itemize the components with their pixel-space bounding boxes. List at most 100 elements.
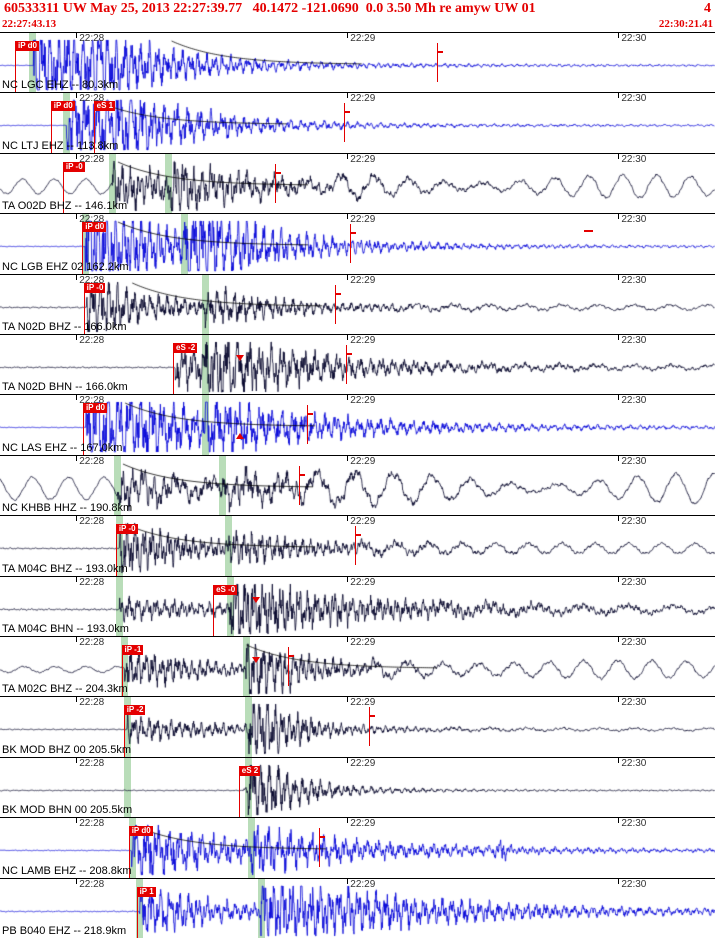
phase-pick-line[interactable] — [15, 41, 16, 93]
phase-pick-flag[interactable]: iP d0 — [83, 222, 107, 233]
phase-pick-line[interactable] — [128, 826, 130, 878]
phase-pick-flag[interactable]: iP -0 — [116, 524, 138, 535]
phase-pick-line[interactable] — [136, 886, 138, 938]
amplitude-pick-line[interactable] — [318, 828, 320, 868]
waveform-canvas[interactable] — [0, 878, 715, 938]
phase-pick-line[interactable] — [82, 222, 84, 274]
phase-pick-line[interactable] — [93, 101, 95, 153]
waveform-canvas[interactable] — [0, 395, 715, 455]
amplitude-pick-line[interactable] — [274, 163, 276, 203]
waveform-canvas[interactable] — [0, 637, 715, 697]
phase-pick-flag[interactable]: iP 1 — [137, 886, 156, 897]
waveform-canvas[interactable] — [0, 335, 715, 395]
amplitude-pick-line[interactable] — [343, 103, 345, 143]
amplitude-pick-line[interactable] — [346, 345, 348, 385]
phase-pick-line[interactable] — [50, 101, 52, 153]
amplitude-pick-cap — [346, 353, 353, 356]
phase-pick-flag[interactable]: iP -0 — [84, 282, 106, 293]
minute-tick — [347, 878, 349, 884]
station-label: NC LTJ EHZ -- 113.8km — [2, 139, 119, 152]
minute-label: 22:29 — [350, 757, 376, 769]
minute-tick — [76, 637, 78, 643]
phase-pick-flag[interactable]: iP -0 — [63, 161, 85, 172]
waveform-canvas[interactable] — [0, 576, 715, 636]
station-label: TA M04C BHZ -- 193.0km — [2, 562, 128, 575]
minute-tick — [618, 214, 620, 220]
trace-panel-3[interactable]: TA O02D BHZ -- 146.1km 22:28 22:29 22:30 iP… — [0, 153, 715, 215]
trace-panel-6[interactable]: TA N02D BHN -- 166.0km 22:28 22:29 22:30 eS… — [0, 335, 715, 396]
minute-label: 22:30 — [621, 697, 647, 709]
phase-pick-line[interactable] — [62, 161, 64, 214]
phase-pick-line[interactable] — [121, 645, 123, 697]
amplitude-pick-line[interactable] — [349, 224, 351, 264]
phase-pick-flag[interactable]: iP d0 — [16, 41, 39, 51]
waveform-canvas[interactable] — [0, 697, 715, 757]
amplitude-pick-line[interactable] — [288, 647, 290, 687]
minute-label: 22:30 — [621, 637, 647, 649]
trace-panel-15[interactable]: PB B040 EHZ -- 218.9km 22:28 22:29 22:30 iP… — [0, 878, 715, 938]
phase-pick-flag[interactable]: iP d0 — [129, 826, 153, 837]
phase-pick-flag[interactable]: iP -2 — [124, 705, 146, 716]
trace-panel-4[interactable]: NC LGB EHZ 02 162.2km 22:28 22:29 22:30 iP … — [0, 214, 715, 275]
amplitude-pick-line[interactable] — [368, 707, 370, 747]
phase-pick-flag[interactable]: eS -0 — [214, 584, 238, 595]
minute-label: 22:28 — [79, 757, 105, 769]
minute-label: 22:29 — [350, 455, 376, 467]
phase-pick-line[interactable] — [173, 343, 175, 395]
amplitude-pick-line[interactable] — [298, 465, 300, 505]
minute-tick — [618, 93, 620, 99]
waveform-canvas[interactable] — [0, 455, 715, 515]
trace-panel-13[interactable]: BK MOD BHN 00 205.5km 22:28 22:29 22:30 eS … — [0, 757, 715, 819]
minute-label: 22:29 — [350, 274, 376, 286]
minute-tick — [76, 576, 78, 582]
phase-pick-flag[interactable]: eS 1 — [94, 101, 116, 112]
amplitude-pick-line[interactable] — [307, 405, 309, 445]
station-label: NC LGB EHZ 02 162.2km — [2, 260, 129, 273]
trace-panel-5[interactable]: TA N02D BHZ -- 166.0km 22:28 22:29 22:30 iP… — [0, 274, 715, 336]
waveform-canvas[interactable] — [0, 153, 715, 213]
station-label: NC LAMB EHZ -- 208.8km — [2, 864, 132, 877]
minute-label: 22:29 — [350, 153, 376, 165]
minute-label: 22:29 — [350, 878, 376, 890]
phase-pick-flag[interactable]: iP -1 — [122, 645, 144, 656]
waveform-canvas[interactable] — [0, 757, 715, 817]
minute-label: 22:30 — [621, 335, 647, 347]
phase-pick-line[interactable] — [238, 765, 240, 818]
amplitude-pick-line[interactable] — [334, 284, 336, 324]
trace-panel-1[interactable]: NC LGC EHZ -- 80.3km 22:28 22:29 22:30 iP d… — [0, 33, 715, 94]
waveform-canvas[interactable] — [0, 93, 715, 153]
station-label: NC LAS EHZ -- 167.0km — [2, 441, 123, 454]
phase-pick-flag[interactable]: eS -2 — [174, 343, 198, 354]
trace-panel-12[interactable]: BK MOD BHZ 00 205.5km 22:28 22:29 22:30 iP … — [0, 697, 715, 758]
minute-label: 22:30 — [621, 455, 647, 467]
minute-tick — [76, 93, 78, 99]
waveform-canvas[interactable] — [0, 274, 715, 334]
phase-pick-line[interactable] — [123, 705, 125, 757]
trace-panel-10[interactable]: TA M04C BHN -- 193.0km 22:28 22:29 22:30 eS… — [0, 576, 715, 638]
trace-panel-8[interactable]: NC KHBB HHZ -- 190.8km 22:28 22:29 22:30 — [0, 455, 715, 517]
phase-pick-line[interactable] — [115, 524, 117, 576]
trace-panel-11[interactable]: TA M02C BHZ -- 204.3km 22:28 22:29 22:30 iP… — [0, 637, 715, 698]
phase-pick-line[interactable] — [82, 403, 84, 455]
amplitude-pick-cap — [343, 111, 350, 114]
trace-panel-9[interactable]: TA M04C BHZ -- 193.0km 22:28 22:29 22:30 iP… — [0, 516, 715, 577]
waveform-canvas[interactable] — [0, 818, 715, 878]
phase-pick-line[interactable] — [83, 282, 85, 335]
minute-tick — [347, 274, 349, 280]
trace-panel-2[interactable]: NC LTJ EHZ -- 113.8km 22:28 22:29 22:30 iP … — [0, 93, 715, 154]
waveform-canvas[interactable] — [0, 214, 715, 274]
station-label: TA M04C BHN -- 193.0km — [2, 623, 129, 636]
amplitude-pick-line[interactable] — [354, 526, 356, 566]
amplitude-pick-line[interactable] — [436, 43, 438, 82]
phase-pick-line[interactable] — [213, 584, 215, 637]
phase-pick-flag[interactable]: iP d0 — [51, 101, 75, 112]
waveform-canvas[interactable] — [0, 33, 715, 92]
minute-tick — [347, 335, 349, 341]
minute-label: 22:29 — [350, 93, 376, 105]
trace-panel-7[interactable]: NC LAS EHZ -- 167.0km 22:28 22:29 22:30 iP … — [0, 395, 715, 456]
minute-tick — [618, 516, 620, 522]
phase-pick-flag[interactable]: eS 2 — [239, 765, 261, 776]
trace-panel-14[interactable]: NC LAMB EHZ -- 208.8km 22:28 22:29 22:30 iP… — [0, 818, 715, 879]
triangle-down-marker — [251, 657, 260, 664]
phase-pick-flag[interactable]: iP d0 — [83, 403, 107, 414]
